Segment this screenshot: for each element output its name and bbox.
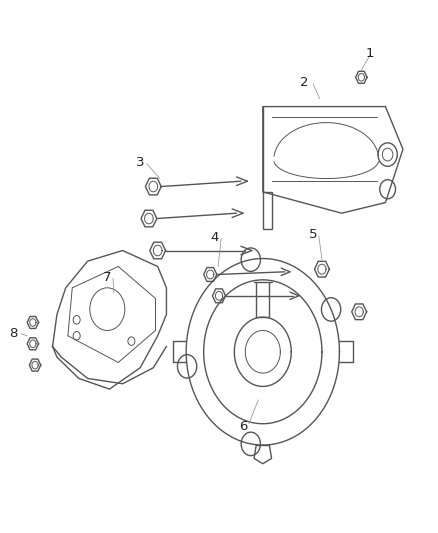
Text: 2: 2 xyxy=(300,76,309,89)
Text: 5: 5 xyxy=(309,228,318,241)
Text: 6: 6 xyxy=(239,420,247,433)
Text: 7: 7 xyxy=(103,271,112,284)
Text: 4: 4 xyxy=(210,231,219,244)
Text: 3: 3 xyxy=(136,156,145,169)
Text: 1: 1 xyxy=(366,47,374,60)
Text: 8: 8 xyxy=(9,327,18,340)
